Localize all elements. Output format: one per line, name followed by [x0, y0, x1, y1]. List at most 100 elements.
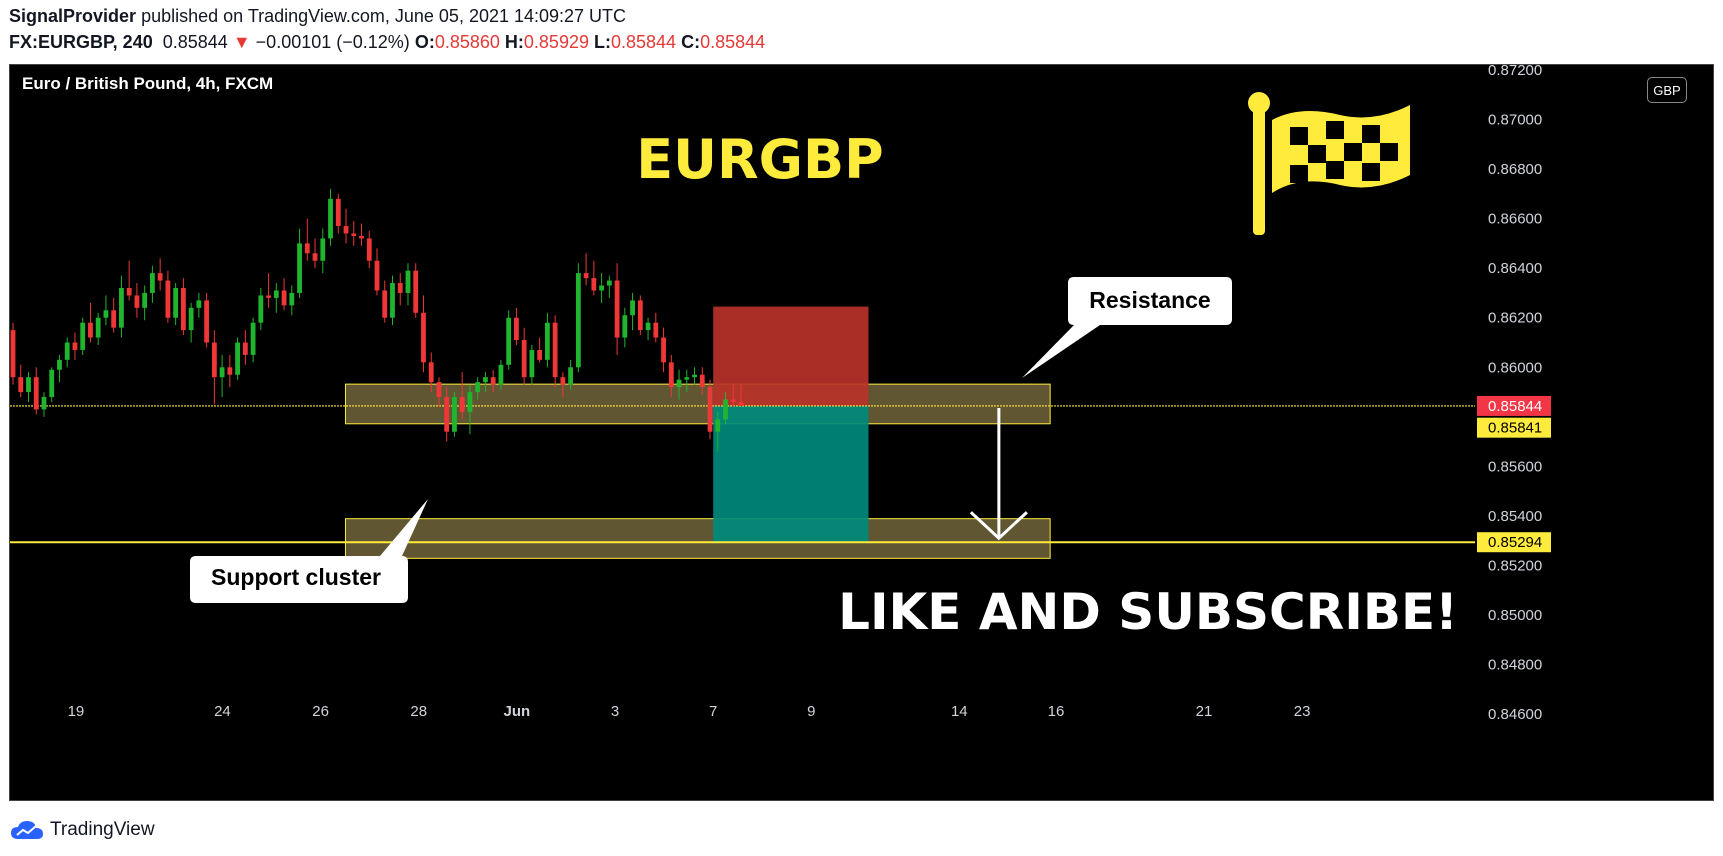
candle-body [80, 322, 86, 350]
candle-body [560, 377, 566, 385]
candle-body [490, 377, 496, 385]
candle-body [483, 377, 488, 383]
high-value: 0.85929 [523, 32, 589, 52]
candle-body [699, 374, 705, 388]
price-label: 0.85294 [1488, 534, 1542, 551]
candle-body [676, 379, 682, 388]
candle-body [95, 317, 101, 338]
high-label: H: [504, 32, 524, 52]
candle-body [614, 280, 620, 338]
candle-body [421, 312, 426, 363]
candle-body [529, 349, 535, 378]
candle-body [707, 387, 713, 432]
candle-body [173, 288, 179, 318]
candle-body [506, 317, 512, 365]
price-label-box [1477, 532, 1551, 553]
symbol-label: FX:EURGBP, 240 [9, 32, 153, 52]
candle-body [583, 273, 589, 279]
open-value: 0.85860 [434, 32, 500, 52]
chart-svg[interactable]: Resistance Support cluster Euro / British … [10, 65, 1713, 800]
chart-title: EURGBP [636, 128, 883, 191]
flag-check [1380, 143, 1398, 161]
flag-check [1344, 143, 1362, 161]
chart-area[interactable]: Resistance Support cluster Euro / British … [9, 64, 1714, 801]
candle-body [475, 382, 481, 393]
publish-date: published on TradingView.com, June 05, 2… [141, 6, 627, 26]
ohlc-legend: FX:EURGBP, 240 0.85844 ▼ −0.00101 (−0.12… [9, 32, 765, 53]
candle-body [645, 322, 651, 331]
x-tick-label: 21 [1196, 703, 1213, 720]
y-tick-label: 0.87000 [1488, 112, 1542, 129]
currency-button[interactable]: GBP [1647, 77, 1687, 103]
open-label: O: [414, 32, 435, 52]
resistance-callout-bubble [1022, 277, 1232, 378]
y-tick-label: 0.86800 [1488, 161, 1542, 178]
candle-body [142, 292, 148, 308]
flag-check [1290, 165, 1308, 183]
footer-brand[interactable]: TradingView [10, 815, 155, 845]
candle-body [637, 300, 643, 331]
candle-body [452, 397, 457, 432]
candle-body [33, 377, 39, 410]
x-tick-label: Jun [504, 703, 531, 720]
candle-body [730, 399, 736, 402]
candle-body [413, 270, 419, 313]
candle-body [359, 235, 364, 239]
flag-check [1326, 161, 1344, 179]
candle-body [521, 340, 527, 378]
candle-body [568, 367, 574, 385]
candle-body [304, 243, 310, 254]
tradingview-cloud-icon [11, 821, 43, 839]
candle-body [88, 322, 93, 338]
tradingview-brand: TradingView [50, 819, 155, 840]
candle-body [351, 233, 357, 236]
y-tick-label: 0.84600 [1488, 706, 1542, 723]
close-value: 0.85844 [700, 32, 766, 52]
candle-body [544, 322, 550, 360]
y-tick-label: 0.85400 [1488, 508, 1542, 525]
candle-body [630, 300, 635, 316]
candle-body [335, 198, 341, 227]
candle-body [692, 374, 697, 378]
candle-body [738, 401, 744, 406]
candle-body [273, 290, 279, 298]
flag-check [1290, 127, 1308, 145]
candle-body [196, 300, 202, 308]
candle-body [219, 367, 225, 378]
y-tick-label: 0.85600 [1488, 458, 1542, 475]
target-arrow-head [969, 511, 1028, 541]
candle-body [49, 369, 55, 398]
x-tick-label: 9 [807, 703, 815, 720]
candle-body [297, 243, 302, 293]
candle-body [41, 397, 47, 410]
x-tick-label: 28 [410, 703, 427, 720]
candle-body [157, 273, 163, 281]
candle-body [266, 295, 271, 298]
x-tick-label: 7 [709, 703, 717, 720]
candle-body [150, 273, 155, 293]
change-down-icon: ▼ [232, 32, 251, 52]
x-tick-label: 23 [1294, 703, 1311, 720]
candle-body [552, 322, 558, 378]
candle-body [575, 273, 581, 368]
candle-body [111, 310, 117, 328]
candle-body [227, 367, 233, 375]
candle-body [444, 397, 450, 432]
flag-check [1308, 145, 1326, 163]
y-tick-label: 0.86200 [1488, 310, 1542, 327]
candle-body [498, 364, 504, 385]
candle-body [537, 349, 543, 360]
flag-check [1362, 163, 1380, 181]
candle-body [428, 362, 434, 383]
candle-body [405, 270, 411, 293]
candle-body [26, 377, 31, 393]
candle-body [374, 260, 380, 291]
candle-body [126, 288, 132, 296]
price-change: −0.00101 (−0.12%) [255, 32, 410, 52]
author-name[interactable]: SignalProvider [9, 6, 137, 26]
y-tick-label: 0.86000 [1488, 359, 1542, 376]
resistance-callout: Resistance [1089, 287, 1210, 313]
candle-body [250, 322, 256, 355]
flag-check [1362, 125, 1380, 143]
candle-body [328, 198, 333, 239]
